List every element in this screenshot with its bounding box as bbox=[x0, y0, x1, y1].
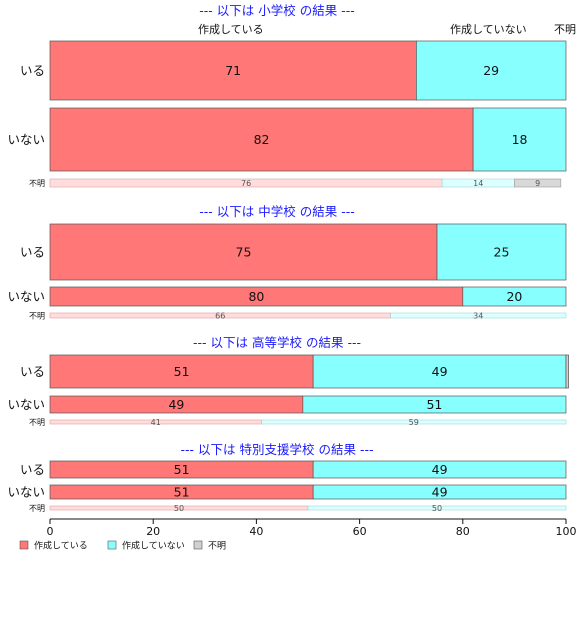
bar-value-label: 76 bbox=[241, 179, 251, 188]
bar-value-label: 82 bbox=[254, 132, 270, 147]
bar-segment bbox=[565, 354, 569, 389]
row-label: いない bbox=[7, 132, 45, 147]
column-label-not-making: 作成していない bbox=[450, 23, 527, 36]
bar-segment bbox=[416, 40, 567, 101]
bar-segment bbox=[261, 419, 567, 425]
bar-value-label: 80 bbox=[248, 289, 264, 304]
bar-segment bbox=[436, 223, 567, 281]
bar-segment bbox=[49, 223, 438, 281]
bar-value-label: 51 bbox=[174, 485, 190, 500]
bar-segment bbox=[462, 286, 567, 307]
legend-label: 不明 bbox=[208, 541, 226, 552]
x-tick-label: 80 bbox=[456, 525, 470, 538]
row-label: いる bbox=[20, 462, 45, 477]
row-label: いる bbox=[20, 63, 45, 78]
bar-value-label: 75 bbox=[236, 245, 252, 260]
group-title: --- 以下は 特別支援学校 の結果 --- bbox=[181, 442, 374, 457]
row-label: いない bbox=[7, 397, 45, 412]
bar-value-label: 51 bbox=[174, 462, 190, 477]
bar-value-label: 66 bbox=[215, 312, 225, 321]
row-label: 不明 bbox=[29, 312, 45, 321]
bar-value-label: 51 bbox=[426, 397, 442, 412]
column-label-unknown: 不明 bbox=[554, 23, 576, 36]
bar-segment bbox=[307, 505, 567, 511]
x-tick-label: 0 bbox=[47, 525, 54, 538]
bar-value-label: 59 bbox=[409, 418, 419, 427]
bar-segment bbox=[312, 460, 567, 479]
bar-value-label: 49 bbox=[168, 397, 184, 412]
row-label: いる bbox=[20, 364, 45, 379]
bar-value-label: 71 bbox=[225, 63, 241, 78]
x-tick-label: 40 bbox=[249, 525, 263, 538]
bar-segment bbox=[312, 484, 567, 500]
row-label: いない bbox=[7, 485, 45, 500]
bar-segment bbox=[302, 395, 567, 414]
bar-value-label: 20 bbox=[506, 289, 522, 304]
bar-segment bbox=[49, 40, 417, 101]
group-title: --- 以下は 中学校 の結果 --- bbox=[199, 204, 354, 219]
row-label: 不明 bbox=[29, 504, 45, 513]
bar-segment bbox=[49, 354, 314, 389]
bar-value-label: 9 bbox=[535, 179, 540, 188]
row-label: 不明 bbox=[29, 179, 45, 188]
legend-swatch bbox=[107, 540, 117, 550]
legend-label: 作成していない bbox=[122, 540, 185, 552]
bar-value-label: 14 bbox=[473, 179, 483, 188]
legend-swatch bbox=[19, 540, 29, 550]
bar-value-label: 49 bbox=[432, 364, 448, 379]
group-title: --- 以下は 高等学校 の結果 --- bbox=[193, 335, 361, 350]
column-label-making: 作成している bbox=[198, 23, 264, 36]
bar-segment bbox=[472, 107, 567, 172]
bar-value-label: 51 bbox=[174, 364, 190, 379]
bar-value-label: 49 bbox=[432, 462, 448, 477]
x-tick-label: 20 bbox=[146, 525, 160, 538]
bar-value-label: 50 bbox=[432, 504, 442, 513]
bar-value-label: 34 bbox=[473, 312, 483, 321]
bar-value-label: 18 bbox=[512, 132, 528, 147]
row-label: いない bbox=[7, 289, 45, 304]
bar-value-label: 49 bbox=[432, 485, 448, 500]
row-label: いる bbox=[20, 245, 45, 260]
bar-value-label: 29 bbox=[483, 63, 499, 78]
row-label: 不明 bbox=[29, 418, 45, 427]
x-tick-label: 100 bbox=[556, 525, 577, 538]
bar-value-label: 25 bbox=[494, 245, 510, 260]
legend-label: 作成している bbox=[34, 540, 88, 552]
bar-segment bbox=[49, 107, 474, 172]
legend-swatch bbox=[193, 540, 203, 550]
group-title: --- 以下は 小学校 の結果 --- bbox=[199, 3, 354, 18]
x-tick-label: 60 bbox=[353, 525, 367, 538]
bar-value-label: 50 bbox=[174, 504, 184, 513]
bar-value-label: 41 bbox=[151, 418, 161, 427]
bar-segment bbox=[514, 178, 562, 188]
bar-segment bbox=[312, 354, 567, 389]
bar-segment bbox=[390, 312, 567, 319]
